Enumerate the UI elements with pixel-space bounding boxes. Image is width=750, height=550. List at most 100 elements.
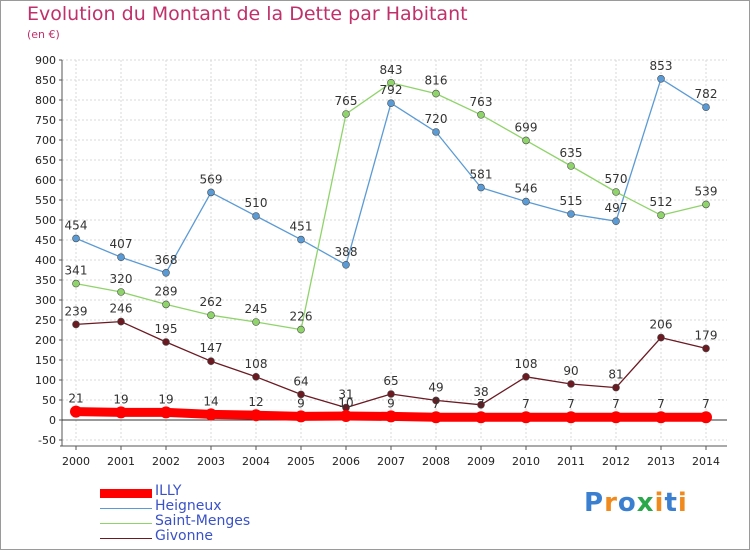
y-tick-label: 400 <box>35 254 56 267</box>
data-point <box>115 406 127 419</box>
data-label: 10 <box>338 396 353 410</box>
x-tick-label: 2009 <box>467 455 495 468</box>
data-point <box>477 400 485 409</box>
legend-label: Heigneux <box>155 498 222 514</box>
y-tick-label: 600 <box>35 174 56 187</box>
data-point <box>565 411 577 424</box>
data-point <box>162 300 170 309</box>
data-point <box>162 338 170 346</box>
data-point <box>70 405 82 418</box>
legend-swatch <box>100 538 152 539</box>
proxiti-logo: Proxiti <box>584 488 688 518</box>
data-label: 635 <box>560 146 583 160</box>
data-label: 81 <box>608 368 623 382</box>
data-point <box>385 410 397 423</box>
chart-subtitle: (en €) <box>27 28 60 41</box>
data-point <box>342 110 350 118</box>
data-label: 539 <box>695 184 718 198</box>
y-tick-label: 550 <box>35 194 56 207</box>
data-point <box>655 411 667 424</box>
data-point <box>72 279 80 288</box>
data-label: 147 <box>200 341 223 355</box>
data-point <box>160 406 172 419</box>
data-label: 7 <box>432 397 440 411</box>
data-point <box>430 411 442 424</box>
data-point <box>567 162 575 170</box>
x-tick-label: 2011 <box>557 455 585 468</box>
data-point <box>522 197 530 206</box>
y-tick-label: 750 <box>35 114 56 127</box>
legend: ILLY Heigneux Saint-Menges Givonne <box>100 483 300 546</box>
legend-label: Givonne <box>155 528 213 544</box>
data-point <box>567 380 575 388</box>
data-point <box>612 217 620 225</box>
data-label: 388 <box>335 245 358 259</box>
data-point <box>702 200 710 209</box>
y-tick-label: 850 <box>35 74 56 87</box>
data-point <box>252 372 260 381</box>
data-label: 853 <box>650 59 673 73</box>
data-point <box>297 325 305 334</box>
x-tick-label: 2007 <box>377 455 405 468</box>
data-label: 19 <box>113 392 128 406</box>
data-point <box>207 357 215 366</box>
data-label: 782 <box>695 87 718 101</box>
data-label: 262 <box>200 295 223 309</box>
data-point <box>657 333 665 342</box>
y-tick-label: 450 <box>35 234 56 247</box>
data-label: 581 <box>470 168 493 182</box>
data-point <box>250 409 262 422</box>
data-label: 792 <box>380 83 403 97</box>
data-label: 289 <box>155 284 178 298</box>
data-point <box>297 390 305 399</box>
data-point <box>252 212 260 220</box>
data-point <box>522 372 530 381</box>
legend-swatch <box>100 523 152 524</box>
data-point <box>432 396 440 405</box>
data-label: 763 <box>470 95 493 109</box>
y-tick-label: 200 <box>35 334 56 347</box>
data-label: 546 <box>515 182 538 196</box>
data-point <box>295 410 307 423</box>
data-point <box>477 183 485 192</box>
data-label: 320 <box>110 272 133 286</box>
data-label: 765 <box>335 94 358 108</box>
x-tick-label: 2001 <box>107 455 135 468</box>
data-point <box>117 288 125 296</box>
data-point <box>387 390 395 398</box>
data-label: 407 <box>110 237 133 251</box>
data-point <box>475 411 487 424</box>
data-point <box>207 311 215 320</box>
data-label: 64 <box>293 374 308 388</box>
data-label: 21 <box>68 392 83 406</box>
data-label: 49 <box>428 380 443 394</box>
x-tick-label: 2010 <box>512 455 540 468</box>
data-point <box>117 253 125 262</box>
data-label: 206 <box>650 318 673 332</box>
data-label: 226 <box>290 310 313 324</box>
y-tick-label: 900 <box>35 54 56 67</box>
data-point <box>72 234 80 243</box>
legend-item-givonne: Givonne <box>100 528 300 546</box>
data-point <box>520 411 532 424</box>
data-label: 31 <box>338 388 353 402</box>
data-point <box>432 89 440 98</box>
data-point <box>477 111 485 119</box>
x-tick-label: 2008 <box>422 455 450 468</box>
data-point <box>432 128 440 136</box>
data-point <box>657 75 665 83</box>
data-label: 7 <box>612 397 620 411</box>
chart-title: Evolution du Montant de la Dette par Hab… <box>27 3 468 25</box>
data-point <box>117 317 125 326</box>
x-tick-label: 2006 <box>332 455 360 468</box>
data-label: 195 <box>155 322 178 336</box>
data-point <box>567 210 575 218</box>
data-point <box>612 383 620 392</box>
data-label: 239 <box>65 304 88 318</box>
data-point <box>387 99 395 107</box>
data-label: 497 <box>605 201 628 215</box>
y-tick-label: 0 <box>49 414 56 427</box>
y-tick-label: -50 <box>38 434 56 447</box>
